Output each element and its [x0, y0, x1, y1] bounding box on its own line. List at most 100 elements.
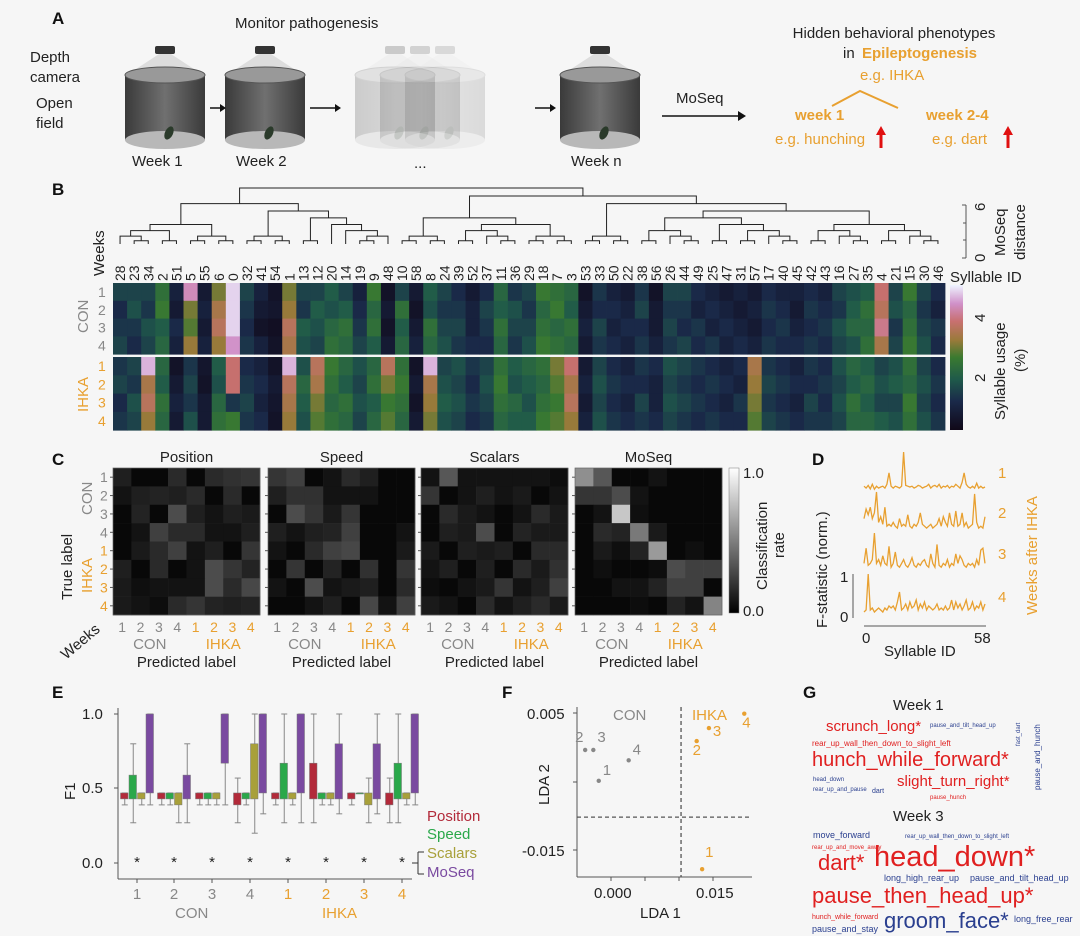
confusion-cell: [241, 468, 261, 487]
heatmap-cell: [803, 318, 819, 337]
heatmap-cell: [719, 283, 734, 302]
predicted-tick: 2: [210, 619, 218, 635]
heatmap-cell: [141, 393, 156, 413]
heatmap-cell: [648, 318, 664, 337]
confusion-cell: [131, 468, 151, 487]
dendrogram-link: [810, 240, 826, 244]
confusion-cell: [359, 559, 379, 579]
heatmap-cell: [437, 336, 452, 355]
confusion-cell: [630, 486, 649, 506]
heatmap-cell: [395, 375, 410, 394]
confusion-cell: [186, 468, 206, 487]
heatmap-cell: [634, 300, 650, 319]
dendrogram-link: [768, 235, 791, 244]
heatmap-cell: [338, 300, 354, 319]
heatmap-cell: [521, 375, 537, 394]
heatmap-cell: [648, 283, 664, 302]
confusion-cell: [421, 596, 440, 616]
confusion-cell: [204, 559, 224, 579]
confusion-cell: [396, 468, 416, 487]
arena-rim: [224, 66, 306, 84]
heatmap-cell: [705, 336, 720, 355]
syllable-id-label: 56: [648, 265, 664, 281]
confusion-cell: [378, 541, 397, 561]
e-y-tick-0: 0.0: [82, 855, 103, 872]
heatmap-cell: [338, 336, 354, 355]
heatmap-cell: [648, 300, 664, 319]
open-field-label-1: Open: [36, 95, 73, 112]
heatmap-cell: [127, 357, 142, 376]
syllable-id-label: 35: [859, 265, 875, 281]
predicted-tick: 1: [347, 619, 355, 635]
confusion-cell: [268, 578, 287, 597]
heatmap-cell: [930, 318, 946, 337]
heatmap-cell: [366, 411, 382, 431]
heatmap-cell: [578, 357, 593, 376]
confusion-cell: [396, 486, 416, 506]
heatmap-cell: [183, 283, 199, 302]
heatmap-cell: [338, 357, 354, 376]
week-n-label: Week n: [571, 153, 622, 170]
heatmap-cell: [733, 375, 748, 394]
heatmap-cell: [338, 283, 354, 302]
f-statistic-trace: [863, 532, 986, 570]
heatmap-cell: [648, 336, 664, 355]
syllable-id-label: 33: [592, 265, 608, 281]
predicted-tick: 1: [580, 619, 588, 635]
heatmap-cell: [268, 336, 283, 355]
heatmap-cell: [902, 336, 918, 355]
word-cloud-word: scrunch_long*: [826, 718, 921, 735]
row-week-label: 2: [98, 376, 106, 392]
depth-camera-label-2: camera: [30, 69, 81, 86]
heatmap-cell: [211, 318, 227, 337]
d-x-tick-58: 58: [974, 630, 991, 647]
confusion-cell: [204, 541, 224, 561]
predicted-ihka-label: IHKA: [361, 636, 396, 653]
heatmap-cell: [550, 300, 565, 319]
heatmap-cell: [423, 336, 438, 355]
branch-week-1: week 1: [794, 107, 844, 124]
dendrogram-link: [584, 240, 601, 244]
true-tick: 1: [100, 469, 108, 485]
syllable-id-label: 6: [211, 273, 227, 281]
heatmap-cell: [648, 393, 664, 413]
heatmap-cell: [423, 283, 438, 302]
heatmap-cell: [874, 336, 889, 355]
heatmap-cell: [437, 283, 452, 302]
syllable-id-label: 8: [422, 273, 438, 281]
true-tick: 1: [100, 543, 108, 559]
heatmap-cell: [789, 318, 805, 337]
confusion-cell: [168, 468, 187, 487]
heatmap-cell: [620, 375, 636, 394]
confusion-cell: [494, 486, 514, 506]
week-tick: 2: [170, 886, 178, 903]
heatmap-cell: [536, 300, 551, 319]
confusion-cell: [304, 523, 324, 542]
heatmap-cell: [634, 357, 650, 376]
heatmap-cell: [183, 411, 199, 431]
syllable-id-label: 1: [281, 273, 297, 281]
heatmap-cell: [620, 357, 636, 376]
heatmap-cell: [183, 375, 199, 394]
confusion-cell: [323, 541, 342, 561]
true-tick: 4: [100, 524, 108, 540]
box-speed: [355, 792, 364, 795]
confusion-cell: [323, 504, 342, 524]
confusion-cell: [439, 486, 459, 506]
syllable-usage-heatmap: [113, 283, 946, 431]
word-cloud-word: long_high_rear_up: [884, 873, 959, 883]
confusion-cell: [575, 468, 594, 487]
heatmap-cell: [620, 318, 636, 337]
lda-point-label: 4: [633, 741, 641, 758]
confusion-cell: [575, 578, 594, 597]
heatmap-cell: [113, 336, 128, 355]
heatmap-cell: [183, 357, 199, 376]
heatmap-cell: [832, 318, 847, 337]
confusion-cell: [611, 486, 631, 506]
row-week-label: 3: [98, 395, 106, 411]
c-con-label: CON: [79, 482, 96, 515]
predicted-tick: 4: [709, 619, 717, 635]
confusion-cell: [611, 504, 631, 524]
heatmap-cell: [113, 393, 128, 413]
confusion-cell: [421, 541, 440, 561]
